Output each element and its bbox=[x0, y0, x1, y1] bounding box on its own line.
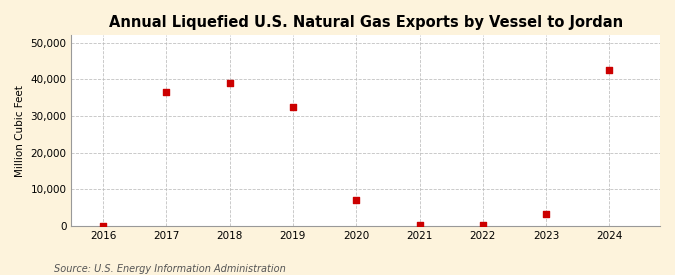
Title: Annual Liquefied U.S. Natural Gas Exports by Vessel to Jordan: Annual Liquefied U.S. Natural Gas Export… bbox=[109, 15, 623, 30]
Point bbox=[477, 223, 488, 227]
Point bbox=[98, 224, 109, 228]
Point bbox=[414, 223, 425, 227]
Point bbox=[161, 90, 171, 94]
Point bbox=[224, 81, 235, 85]
Point bbox=[604, 68, 615, 72]
Point bbox=[288, 104, 298, 109]
Text: Source: U.S. Energy Information Administration: Source: U.S. Energy Information Administ… bbox=[54, 264, 286, 274]
Point bbox=[351, 198, 362, 202]
Y-axis label: Million Cubic Feet: Million Cubic Feet bbox=[15, 85, 25, 177]
Point bbox=[541, 212, 551, 216]
